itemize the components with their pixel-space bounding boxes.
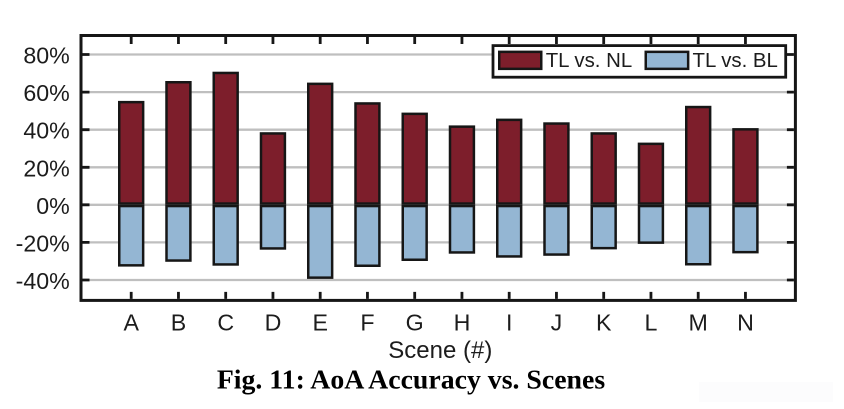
svg-text:Scene (#): Scene (#) [388,337,492,364]
svg-text:80%: 80% [23,43,69,69]
svg-text:K: K [596,309,612,335]
svg-text:-20%: -20% [16,230,70,256]
svg-text:A: A [123,309,139,335]
svg-text:0%: 0% [36,193,70,219]
svg-text:C: C [217,309,234,335]
svg-text:20%: 20% [23,155,69,181]
svg-text:E: E [312,309,327,335]
svg-text:Fig. 11: AoA Accuracy vs. Scen: Fig. 11: AoA Accuracy vs. Scenes [217,365,606,396]
svg-text:M: M [689,309,708,335]
svg-text:-40%: -40% [16,268,70,294]
svg-text:I: I [506,309,512,335]
svg-text:D: D [265,309,282,335]
svg-text:N: N [737,309,754,335]
svg-text:H: H [454,309,471,335]
svg-text:TL vs. NL: TL vs. NL [546,50,633,72]
svg-text:F: F [360,309,374,335]
svg-text:B: B [171,309,186,335]
svg-text:G: G [406,309,424,335]
svg-text:L: L [644,309,657,335]
svg-text:J: J [551,309,563,335]
svg-text:60%: 60% [23,80,69,106]
svg-text:TL vs. BL: TL vs. BL [693,50,778,72]
svg-text:40%: 40% [23,118,69,144]
